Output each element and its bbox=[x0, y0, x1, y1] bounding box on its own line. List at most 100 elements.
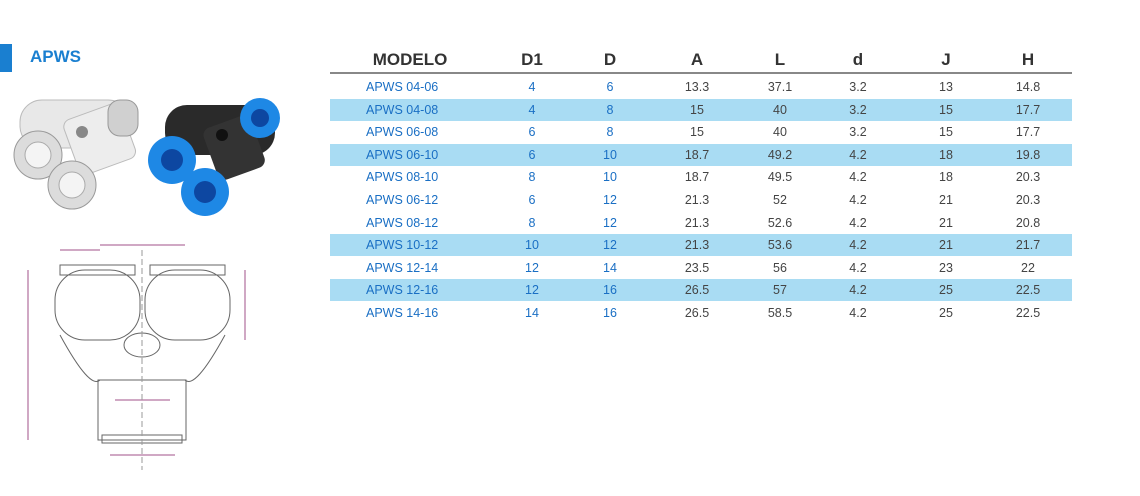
table-row: APWS 12-16 12 16 26.5 57 4.2 25 22.5 bbox=[330, 279, 1072, 302]
table-row: APWS 04-06 4 6 13.3 37.1 3.2 13 14.8 bbox=[330, 76, 1072, 98]
value-cell: 15 bbox=[690, 102, 704, 117]
value-cell: 13 bbox=[939, 80, 953, 94]
table-row: APWS 06-12 6 12 21.3 52 4.2 21 20.3 bbox=[330, 189, 1072, 211]
table-row: APWS 12-14 12 14 23.5 56 4.2 23 22 bbox=[330, 257, 1072, 279]
value-cell: 8 bbox=[528, 170, 536, 185]
black-fitting bbox=[148, 98, 280, 216]
value-cell: 23 bbox=[939, 260, 953, 275]
value-cell: 4.2 bbox=[849, 215, 867, 230]
value-cell: 6 bbox=[528, 147, 536, 162]
value-cell: 25 bbox=[939, 306, 953, 320]
model-cell: APWS 12-16 bbox=[366, 283, 439, 298]
value-cell: 6 bbox=[606, 80, 614, 94]
value-cell: 21.3 bbox=[684, 215, 710, 230]
value-cell: 10 bbox=[525, 238, 539, 253]
value-cell: 4 bbox=[528, 80, 536, 94]
model-cell: APWS 04-08 bbox=[366, 102, 439, 117]
value-cell: 14 bbox=[603, 260, 617, 275]
value-cell: 15 bbox=[690, 125, 704, 140]
value-cell: 18 bbox=[939, 147, 953, 162]
white-fitting bbox=[13, 99, 139, 210]
value-cell: 10 bbox=[603, 147, 617, 162]
value-cell: 8 bbox=[606, 102, 614, 117]
value-cell: 14 bbox=[525, 306, 539, 320]
value-cell: 26.5 bbox=[684, 283, 710, 298]
table-row: APWS 08-10 8 10 18.7 49.5 4.2 18 20.3 bbox=[330, 166, 1072, 188]
value-cell: 12 bbox=[603, 193, 617, 207]
table-row: APWS 08-12 8 12 21.3 52.6 4.2 21 20.8 bbox=[330, 212, 1072, 234]
value-cell: 37.1 bbox=[767, 80, 793, 94]
header-rule bbox=[330, 72, 1072, 74]
model-cell: APWS 14-16 bbox=[366, 306, 439, 320]
value-cell: 18 bbox=[939, 170, 953, 185]
value-cell: 21.3 bbox=[684, 193, 710, 207]
value-cell: 14.8 bbox=[1015, 80, 1041, 94]
model-cell: APWS 06-12 bbox=[366, 193, 439, 207]
column-header: A bbox=[690, 50, 704, 69]
value-cell: 26.5 bbox=[684, 306, 710, 320]
column-header: D1 bbox=[521, 50, 543, 69]
title: APWS bbox=[30, 47, 81, 66]
value-cell: 52.6 bbox=[767, 215, 793, 230]
technical-drawing bbox=[27, 244, 246, 470]
column-header: H bbox=[1021, 50, 1035, 69]
column-header: J bbox=[941, 50, 951, 69]
value-cell: 15 bbox=[939, 125, 953, 140]
value-cell: 16 bbox=[603, 306, 617, 320]
value-cell: 16 bbox=[603, 283, 617, 298]
value-cell: 4.2 bbox=[849, 283, 867, 298]
value-cell: 4.2 bbox=[849, 147, 867, 162]
model-cell: APWS 06-10 bbox=[366, 147, 439, 162]
table-row: APWS 04-08 4 8 15 40 3.2 15 17.7 bbox=[330, 98, 1072, 121]
value-cell: 56 bbox=[773, 260, 787, 275]
value-cell: 6 bbox=[528, 193, 536, 207]
value-cell: 15 bbox=[939, 102, 953, 117]
value-cell: 10 bbox=[603, 170, 617, 185]
table-row: APWS 10-12 10 12 21.3 53.6 4.2 21 21.7 bbox=[330, 234, 1072, 257]
model-cell: APWS 10-12 bbox=[366, 238, 439, 253]
value-cell: 22.5 bbox=[1015, 306, 1041, 320]
value-cell: 57 bbox=[773, 283, 787, 298]
value-cell: 12 bbox=[525, 283, 539, 298]
value-cell: 20.3 bbox=[1015, 170, 1041, 185]
table-row: APWS 06-08 6 8 15 40 3.2 15 17.7 bbox=[330, 121, 1072, 143]
value-cell: 21.3 bbox=[684, 238, 710, 253]
column-header: L bbox=[774, 50, 786, 69]
value-cell: 6 bbox=[528, 125, 536, 140]
value-cell: 4.2 bbox=[849, 260, 867, 275]
value-cell: 40 bbox=[773, 102, 787, 117]
value-cell: 4.2 bbox=[849, 238, 867, 253]
value-cell: 21 bbox=[939, 238, 953, 253]
column-header: D bbox=[603, 50, 617, 69]
value-cell: 3.2 bbox=[849, 80, 867, 94]
value-cell: 19.8 bbox=[1015, 147, 1041, 162]
model-cell: APWS 08-12 bbox=[366, 215, 439, 230]
value-cell: 20.3 bbox=[1015, 193, 1041, 207]
model-cell: APWS 12-14 bbox=[366, 260, 439, 275]
value-cell: 13.3 bbox=[684, 80, 710, 94]
value-cell: 21 bbox=[939, 193, 953, 207]
value-cell: 12 bbox=[603, 238, 617, 253]
column-header: MODELO bbox=[372, 50, 448, 69]
value-cell: 4 bbox=[528, 102, 536, 117]
value-cell: 18.7 bbox=[684, 147, 710, 162]
value-cell: 4.2 bbox=[849, 193, 867, 207]
value-cell: 4.2 bbox=[849, 170, 867, 185]
value-cell: 25 bbox=[939, 283, 953, 298]
value-cell: 3.2 bbox=[849, 125, 867, 140]
value-cell: 53.6 bbox=[767, 238, 793, 253]
value-cell: 3.2 bbox=[849, 102, 867, 117]
model-cell: APWS 08-10 bbox=[366, 170, 439, 185]
value-cell: 4.2 bbox=[849, 306, 867, 320]
value-cell: 12 bbox=[525, 260, 539, 275]
value-cell: 17.7 bbox=[1015, 102, 1041, 117]
value-cell: 58.5 bbox=[767, 306, 793, 320]
value-cell: 22 bbox=[1021, 260, 1035, 275]
product-images bbox=[13, 98, 280, 470]
value-cell: 21.7 bbox=[1015, 238, 1041, 253]
value-cell: 20.8 bbox=[1015, 215, 1041, 230]
model-cell: APWS 06-08 bbox=[366, 125, 439, 140]
value-cell: 8 bbox=[606, 125, 614, 140]
